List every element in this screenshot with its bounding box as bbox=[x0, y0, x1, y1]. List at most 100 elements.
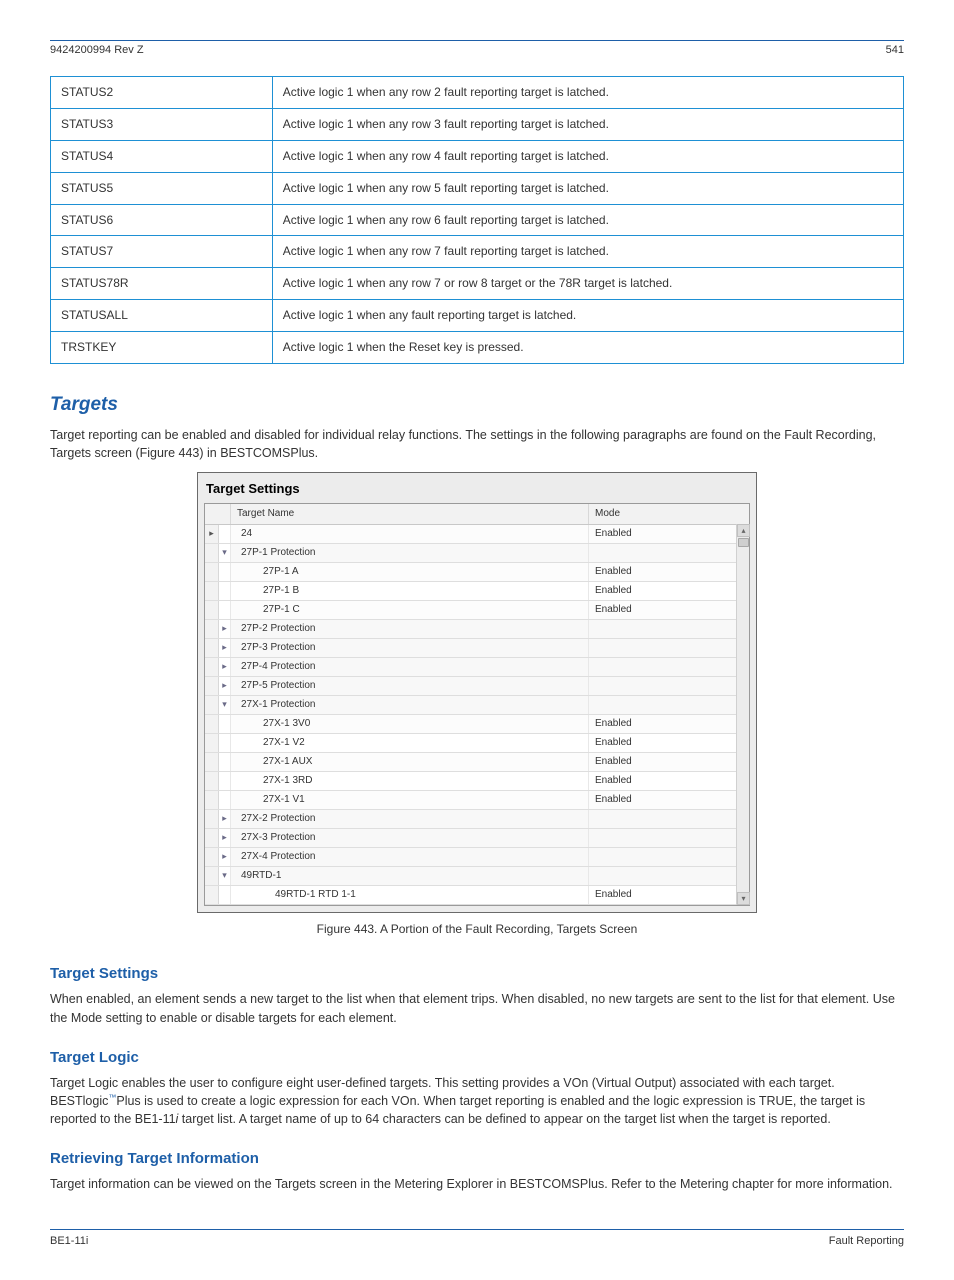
expand-icon[interactable]: ▾ bbox=[219, 696, 231, 714]
target-mode-cell[interactable] bbox=[589, 829, 736, 847]
target-mode-cell[interactable] bbox=[589, 696, 736, 714]
ts-group-row[interactable]: ▾49RTD-1 bbox=[205, 867, 736, 886]
target-name-cell[interactable]: 27P-1 A bbox=[231, 563, 589, 581]
target-mode-cell[interactable]: Enabled bbox=[589, 601, 736, 619]
targets-heading: Targets bbox=[50, 392, 904, 419]
ts-leaf-row[interactable]: 27P-1 BEnabled bbox=[205, 582, 736, 601]
target-mode-cell[interactable]: Enabled bbox=[589, 734, 736, 752]
target-mode-cell[interactable]: Enabled bbox=[589, 886, 736, 904]
target-name-cell[interactable]: 27P-2 Protection bbox=[231, 620, 589, 638]
row-gutter-icon bbox=[205, 582, 219, 600]
ts-leaf-row[interactable]: 49RTD-1 RTD 1-1Enabled bbox=[205, 886, 736, 905]
target-name-cell[interactable]: 27P-4 Protection bbox=[231, 658, 589, 676]
target-mode-cell[interactable] bbox=[589, 848, 736, 866]
ts-group-row[interactable]: ▸27X-2 Protection bbox=[205, 810, 736, 829]
scroll-up-icon[interactable]: ▴ bbox=[737, 524, 750, 537]
row-gutter-icon bbox=[205, 753, 219, 771]
expand-icon[interactable]: ▸ bbox=[219, 848, 231, 866]
target-name-cell[interactable]: 27X-3 Protection bbox=[231, 829, 589, 847]
header-right: 541 bbox=[886, 43, 904, 58]
expand-icon[interactable]: ▸ bbox=[219, 639, 231, 657]
text-target-logic: Target Logic enables the user to configu… bbox=[50, 1074, 904, 1129]
target-mode-cell[interactable]: Enabled bbox=[589, 791, 736, 809]
target-name-cell[interactable]: 27X-4 Protection bbox=[231, 848, 589, 866]
ts-leaf-row[interactable]: 27P-1 CEnabled bbox=[205, 601, 736, 620]
target-name-cell[interactable]: 24 bbox=[231, 525, 589, 543]
target-mode-cell[interactable]: Enabled bbox=[589, 525, 736, 543]
target-name-cell[interactable]: 49RTD-1 bbox=[231, 867, 589, 885]
target-mode-cell[interactable] bbox=[589, 677, 736, 695]
target-mode-cell[interactable]: Enabled bbox=[589, 563, 736, 581]
ts-group-row[interactable]: ▸27P-5 Protection bbox=[205, 677, 736, 696]
ts-leaf-row[interactable]: 27X-1 AUXEnabled bbox=[205, 753, 736, 772]
target-name-cell[interactable]: 27P-1 B bbox=[231, 582, 589, 600]
status-desc: Active logic 1 when any row 3 fault repo… bbox=[272, 109, 903, 141]
target-name-cell[interactable]: 27P-5 Protection bbox=[231, 677, 589, 695]
ts-scrollbar[interactable]: ▴ ▾ bbox=[736, 524, 749, 905]
target-mode-cell[interactable] bbox=[589, 544, 736, 562]
expand-icon[interactable]: ▾ bbox=[219, 867, 231, 885]
status-desc: Active logic 1 when any row 4 fault repo… bbox=[272, 140, 903, 172]
status-desc: Active logic 1 when any row 7 fault repo… bbox=[272, 236, 903, 268]
ts-group-row[interactable]: ▾27P-1 Protection bbox=[205, 544, 736, 563]
expand-spacer bbox=[219, 772, 231, 790]
ts-group-row[interactable]: ▸27P-2 Protection bbox=[205, 620, 736, 639]
target-name-cell[interactable]: 27X-1 3V0 bbox=[231, 715, 589, 733]
ts-group-row[interactable]: ▸27P-3 Protection bbox=[205, 639, 736, 658]
expand-icon[interactable]: ▸ bbox=[219, 658, 231, 676]
target-name-cell[interactable]: 27X-1 3RD bbox=[231, 772, 589, 790]
scroll-thumb[interactable] bbox=[738, 538, 749, 547]
expand-spacer bbox=[219, 601, 231, 619]
ts-leaf-row[interactable]: 27X-1 3V0Enabled bbox=[205, 715, 736, 734]
row-gutter-icon bbox=[205, 563, 219, 581]
status-desc: Active logic 1 when any row 5 fault repo… bbox=[272, 172, 903, 204]
target-name-cell[interactable]: 27X-1 Protection bbox=[231, 696, 589, 714]
target-mode-cell[interactable] bbox=[589, 658, 736, 676]
target-name-cell[interactable]: 27X-1 V1 bbox=[231, 791, 589, 809]
target-mode-cell[interactable] bbox=[589, 620, 736, 638]
target-name-cell[interactable]: 27X-1 AUX bbox=[231, 753, 589, 771]
status-name: STATUS2 bbox=[51, 77, 273, 109]
ts-leaf-row[interactable]: 27X-1 3RDEnabled bbox=[205, 772, 736, 791]
row-gutter-icon bbox=[205, 791, 219, 809]
expand-icon[interactable]: ▸ bbox=[219, 829, 231, 847]
ts-header-name[interactable]: Target Name bbox=[231, 504, 589, 524]
target-mode-cell[interactable] bbox=[589, 810, 736, 828]
ts-grid[interactable]: Target Name Mode ▸24Enabled▾27P-1 Protec… bbox=[204, 503, 750, 906]
status-desc: Active logic 1 when any row 7 or row 8 t… bbox=[272, 268, 903, 300]
target-name-cell[interactable]: 27P-1 Protection bbox=[231, 544, 589, 562]
row-gutter-icon bbox=[205, 867, 219, 885]
row-gutter-icon bbox=[205, 810, 219, 828]
status-name: STATUSALL bbox=[51, 299, 273, 331]
target-name-cell[interactable]: 27P-3 Protection bbox=[231, 639, 589, 657]
expand-icon[interactable]: ▸ bbox=[219, 620, 231, 638]
ts-group-row[interactable]: ▸27X-3 Protection bbox=[205, 829, 736, 848]
row-gutter-icon bbox=[205, 620, 219, 638]
ts-leaf-row[interactable]: 27X-1 V1Enabled bbox=[205, 791, 736, 810]
target-mode-cell[interactable]: Enabled bbox=[589, 715, 736, 733]
target-mode-cell[interactable]: Enabled bbox=[589, 582, 736, 600]
target-mode-cell[interactable]: Enabled bbox=[589, 753, 736, 771]
ts-group-row[interactable]: ▸27P-4 Protection bbox=[205, 658, 736, 677]
ts-group-row[interactable]: ▾27X-1 Protection bbox=[205, 696, 736, 715]
expand-icon[interactable]: ▸ bbox=[219, 677, 231, 695]
expand-icon[interactable]: ▾ bbox=[219, 544, 231, 562]
target-name-cell[interactable]: 49RTD-1 RTD 1-1 bbox=[231, 886, 589, 904]
scroll-down-icon[interactable]: ▾ bbox=[737, 892, 750, 905]
ts-group-row[interactable]: ▸27X-4 Protection bbox=[205, 848, 736, 867]
target-mode-cell[interactable] bbox=[589, 867, 736, 885]
row-gutter-icon bbox=[205, 734, 219, 752]
target-name-cell[interactable]: 27X-1 V2 bbox=[231, 734, 589, 752]
ts-leaf-row[interactable]: 27P-1 AEnabled bbox=[205, 563, 736, 582]
target-name-cell[interactable]: 27P-1 C bbox=[231, 601, 589, 619]
ts-header-mode[interactable]: Mode bbox=[589, 504, 749, 524]
target-mode-cell[interactable] bbox=[589, 639, 736, 657]
ts-leaf-row[interactable]: ▸24Enabled bbox=[205, 525, 736, 544]
table-row: STATUSALLActive logic 1 when any fault r… bbox=[51, 299, 904, 331]
header-bar: 9424200994 Rev Z 541 bbox=[50, 43, 904, 58]
expand-icon[interactable]: ▸ bbox=[219, 810, 231, 828]
target-name-cell[interactable]: 27X-2 Protection bbox=[231, 810, 589, 828]
target-mode-cell[interactable]: Enabled bbox=[589, 772, 736, 790]
ts-leaf-row[interactable]: 27X-1 V2Enabled bbox=[205, 734, 736, 753]
expand-spacer bbox=[219, 734, 231, 752]
